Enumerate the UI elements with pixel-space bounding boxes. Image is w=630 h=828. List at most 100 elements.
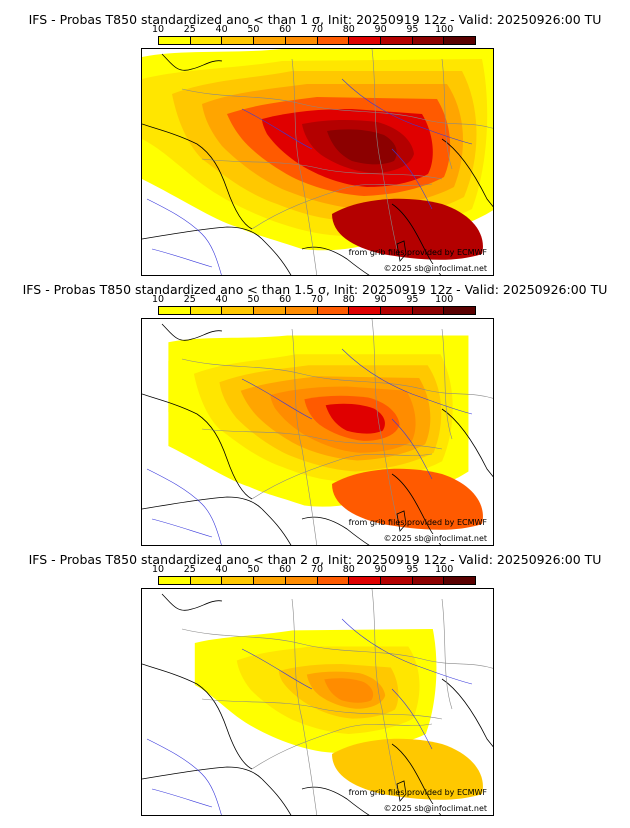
colorbar-ticks: 10 25 40 50 60 70 80 90 95 100 (0, 24, 630, 36)
island-outline (396, 780, 407, 802)
colorbar-swatch (254, 577, 286, 584)
border-line (291, 598, 318, 815)
colorbar-tick-label: 70 (310, 24, 324, 35)
colorbar-tick-label: 40 (215, 294, 228, 305)
colorbar-tick-label: 90 (374, 294, 387, 305)
border-line (201, 698, 443, 720)
border-line (181, 358, 493, 399)
colorbar-tick-label: 25 (183, 24, 196, 35)
coastline (142, 663, 253, 770)
colorbar-tick-label: 80 (342, 24, 355, 35)
border-line (201, 158, 443, 180)
colorbar-swatch (285, 577, 318, 584)
colorbar-swatch (190, 37, 223, 44)
panel-title: IFS - Probas T850 standardized ano < tha… (28, 552, 602, 567)
border-line (251, 183, 433, 230)
river-line (391, 148, 433, 210)
colorbar (158, 576, 476, 585)
colorbar (158, 36, 476, 45)
border-line (251, 723, 433, 770)
panel-title: IFS - Probas T850 standardized ano < tha… (28, 12, 602, 27)
colorbar-swatch (317, 307, 350, 314)
colorbar-tick-label: 25 (183, 294, 196, 305)
probability-contour (332, 468, 483, 530)
colorbar-tick-label: 100 (435, 24, 454, 35)
probability-contour (332, 738, 483, 800)
river-line (241, 648, 313, 690)
coastline (142, 226, 263, 240)
colorbar-tick-label: 60 (279, 564, 292, 575)
panel-title: IFS - Probas T850 standardized ano < tha… (22, 282, 608, 297)
colorbar-swatch (159, 37, 191, 44)
coastline (261, 508, 292, 545)
coastline (301, 246, 370, 275)
border-line (181, 88, 493, 129)
panel-3: IFS - Probas T850 standardized ano < tha… (0, 540, 630, 816)
colorbar-swatch (159, 577, 191, 584)
coastline (161, 53, 223, 71)
border-line (251, 453, 433, 500)
panel-1: IFS - Probas T850 standardized ano < tha… (0, 0, 630, 276)
colorbar-tick-label: 60 (279, 294, 292, 305)
colorbar-swatch (254, 307, 286, 314)
colorbar-swatch (444, 307, 476, 314)
river-line (341, 618, 473, 685)
colorbar-swatch (254, 37, 286, 44)
colorbar-tick-label: 70 (310, 294, 324, 305)
colorbar-tick-label: 95 (406, 294, 419, 305)
river-line (146, 198, 222, 275)
colorbar-swatch (349, 307, 381, 314)
probability-contour (332, 198, 483, 260)
probability-map: from grib files provided by ECMWF ©2025 … (141, 48, 494, 276)
colorbar-tick-label: 40 (215, 564, 228, 575)
island-outline (396, 510, 407, 532)
coastline (261, 778, 292, 815)
colorbar-swatch (285, 37, 318, 44)
probability-map: from grib files provided by ECMWF ©2025 … (141, 588, 494, 816)
colorbar-swatch (222, 577, 255, 584)
colorbar-ticks: 10 25 40 50 60 70 80 90 95 100 (0, 294, 630, 306)
credit-source: from grib files provided by ECMWF (348, 518, 487, 527)
border-line (441, 328, 453, 440)
coastline (142, 393, 253, 500)
colorbar-tick-label: 100 (435, 564, 454, 575)
colorbar-swatch (380, 37, 413, 44)
colorbar-tick-label: 50 (247, 564, 260, 575)
credit-copyright: ©2025 sb@infoclimat.net (381, 534, 489, 543)
probability-contour (324, 678, 374, 703)
border-line (291, 328, 318, 545)
colorbar-tick-label: 95 (406, 564, 419, 575)
river-line (151, 788, 213, 808)
colorbar-tick-label: 80 (342, 564, 355, 575)
border-line (201, 428, 443, 450)
river-line (146, 468, 222, 545)
coastline (142, 496, 263, 510)
colorbar-tick-label: 10 (151, 564, 165, 575)
river-line (391, 688, 433, 750)
coastline (142, 123, 253, 230)
credit-source: from grib files provided by ECMWF (348, 788, 487, 797)
colorbar-swatch (190, 577, 223, 584)
probability-contour (325, 403, 385, 434)
river-line (341, 348, 473, 415)
colorbar-swatch (412, 37, 445, 44)
colorbar-swatch (444, 577, 476, 584)
colorbar-tick-label: 100 (435, 294, 454, 305)
colorbar-tick-label: 60 (279, 24, 292, 35)
colorbar-swatch (190, 307, 223, 314)
colorbar-swatch (349, 577, 381, 584)
river-line (391, 418, 433, 480)
colorbar-ticks: 10 25 40 50 60 70 80 90 95 100 (0, 564, 630, 576)
colorbar-swatch (222, 307, 255, 314)
coastline (441, 138, 493, 208)
colorbar-tick-label: 40 (215, 24, 228, 35)
river-line (146, 738, 222, 815)
river-line (151, 518, 213, 538)
colorbar-swatch (380, 577, 413, 584)
colorbar-tick-label: 25 (183, 564, 196, 575)
river-line (341, 78, 473, 145)
probability-map: from grib files provided by ECMWF ©2025 … (141, 318, 494, 546)
border-line (181, 628, 493, 669)
coastline (441, 678, 493, 748)
colorbar-swatch (349, 37, 381, 44)
